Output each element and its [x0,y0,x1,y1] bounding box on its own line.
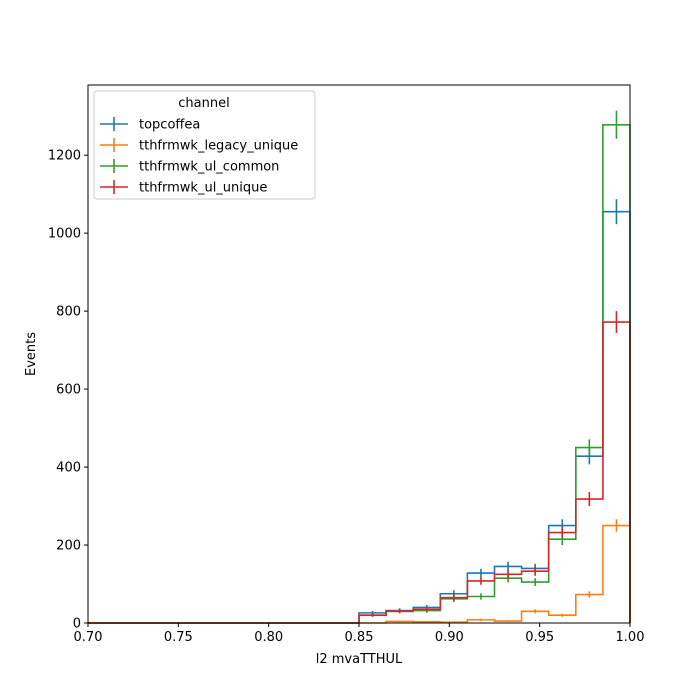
legend-label: tthfrmwk_ul_common [139,160,279,175]
y-tick-label: 400 [56,461,81,476]
x-axis-label: l2 mvaTTHUL [316,652,403,667]
x-tick-label: 0.80 [254,630,283,645]
y-tick-label: 200 [56,539,81,554]
legend-entry-tthfrmwk_ul_common: tthfrmwk_ul_common [100,159,279,175]
x-tick-label: 0.75 [164,630,193,645]
y-tick-label: 600 [56,383,81,398]
legend-label: tthfrmwk_ul_unique [139,181,267,196]
legend: channel topcoffea tthfrmwk_legacy_uniquet… [93,90,316,200]
legend-box [93,90,316,200]
y-tick-label: 800 [56,305,81,320]
legend-entry-topcoffea: topcoffea [100,117,200,133]
y-axis-label: Events [24,332,39,376]
y-tick-label: 0 [73,617,81,632]
y-tick-label: 1000 [48,227,81,242]
x-tick-label: 0.90 [435,630,464,645]
y-tick-label: 1200 [48,149,81,164]
axes: 0.70 0.75 0.80 0.85 0.90 0.95 1.00 0 200 400 600 80… [48,84,645,645]
x-tick-label: 1.00 [616,630,645,645]
x-tick-label: 0.70 [74,630,103,645]
legend-label: tthfrmwk_legacy_unique [139,139,298,154]
legend-entry-tthfrmwk_legacy_unique: tthfrmwk_legacy_unique [100,138,298,154]
x-tick-label: 0.95 [525,630,554,645]
x-tick-label: 0.85 [345,630,374,645]
legend-title: channel [178,96,229,111]
legend-label: topcoffea [139,118,200,133]
legend-entry-tthfrmwk_ul_unique: tthfrmwk_ul_unique [100,180,267,196]
